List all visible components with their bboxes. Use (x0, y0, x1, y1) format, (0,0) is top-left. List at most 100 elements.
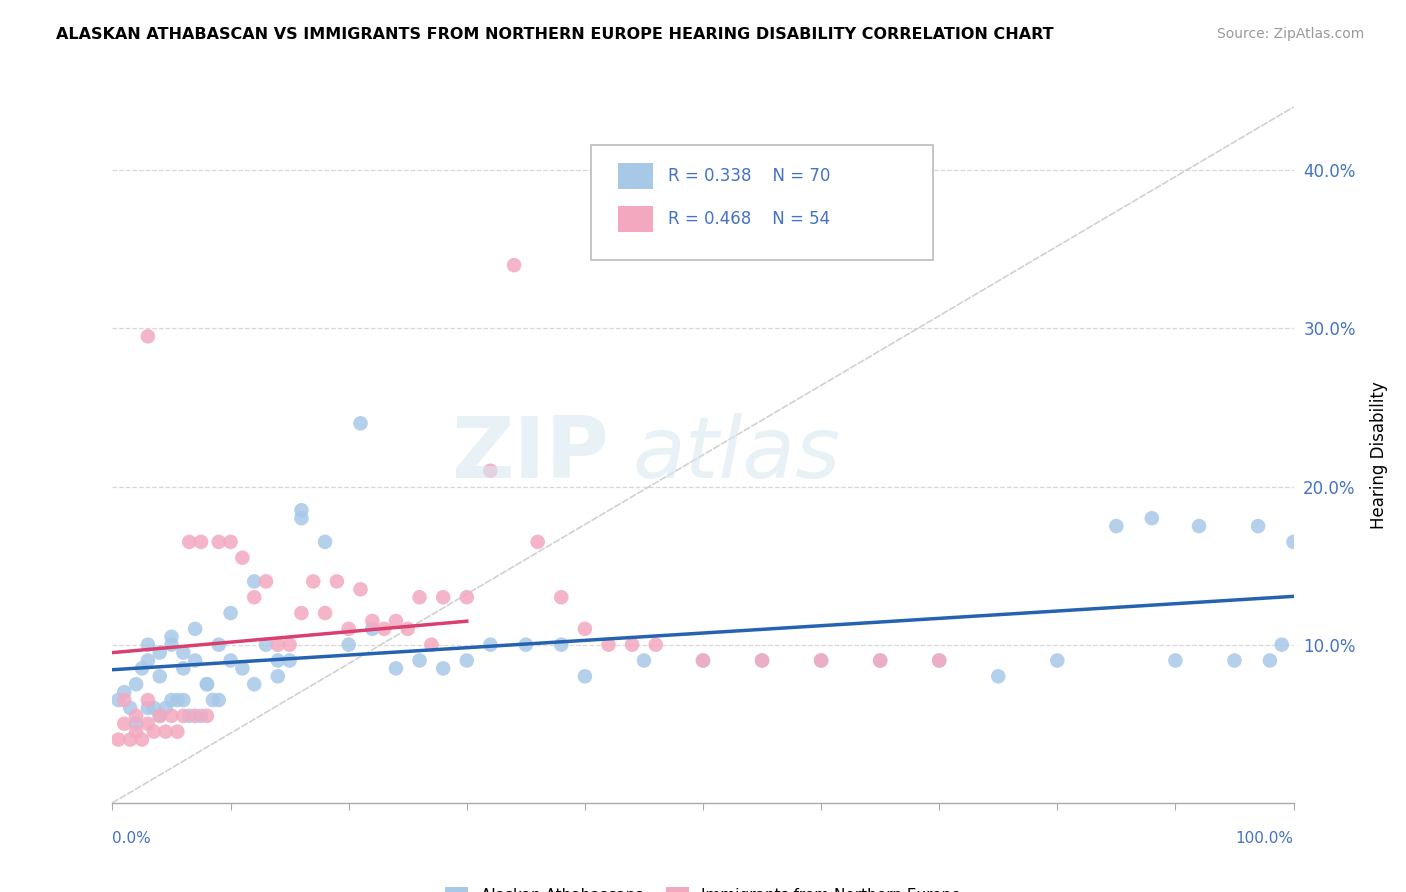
Point (928, 653, 950, 667)
Point (160, 630, 183, 644)
Text: 0.0%: 0.0% (112, 831, 152, 846)
Point (598, 638, 620, 652)
Point (231, 661, 253, 675)
Point (385, 614, 408, 628)
Point (131, 732, 153, 747)
Point (208, 638, 231, 652)
Point (179, 534, 201, 549)
Point (179, 708, 201, 723)
Legend: Alaskan Athabascans, Immigrants from Northern Europe: Alaskan Athabascans, Immigrants from Nor… (446, 887, 960, 892)
Point (751, 653, 773, 667)
Point (810, 653, 832, 667)
Point (1046, 653, 1069, 667)
Point (136, 716, 159, 731)
Y-axis label: Hearing Disability: Hearing Disability (1369, 381, 1388, 529)
Point (107, 732, 129, 747)
Point (208, 693, 231, 707)
Text: ZIP: ZIP (451, 413, 609, 497)
Point (136, 638, 159, 652)
Text: Source: ZipAtlas.com: Source: ZipAtlas.com (1216, 27, 1364, 41)
Point (195, 677, 218, 691)
Point (254, 638, 277, 652)
Text: atlas: atlas (633, 413, 841, 497)
Point (1105, 519, 1128, 533)
Point (361, 614, 384, 628)
Point (290, 606, 312, 620)
Point (869, 653, 891, 667)
Point (112, 693, 135, 707)
Point (254, 574, 277, 589)
Point (267, 638, 290, 652)
Point (125, 724, 148, 739)
Text: R = 0.338    N = 70: R = 0.338 N = 70 (668, 167, 830, 185)
Point (479, 638, 502, 652)
Point (361, 622, 384, 636)
Point (267, 669, 290, 683)
Point (1247, 519, 1270, 533)
Point (302, 574, 325, 589)
Point (633, 653, 655, 667)
Point (149, 708, 172, 723)
Point (1282, 534, 1305, 549)
Point (385, 661, 408, 675)
Point (267, 653, 290, 667)
Point (420, 638, 443, 652)
Point (810, 653, 832, 667)
Point (190, 708, 212, 723)
Point (1140, 511, 1163, 525)
Point (408, 653, 430, 667)
Point (172, 646, 194, 660)
Point (172, 661, 194, 675)
Point (1164, 653, 1187, 667)
Point (219, 653, 242, 667)
Point (184, 622, 207, 636)
Point (107, 693, 129, 707)
Point (172, 708, 194, 723)
Point (314, 534, 336, 549)
Point (644, 638, 666, 652)
Point (172, 693, 194, 707)
Point (574, 622, 596, 636)
Point (550, 638, 572, 652)
Text: R = 0.468    N = 54: R = 0.468 N = 54 (668, 210, 830, 228)
Point (149, 646, 172, 660)
Point (243, 591, 266, 605)
Point (1258, 653, 1281, 667)
Point (160, 693, 183, 707)
Point (195, 708, 218, 723)
Point (201, 693, 224, 707)
Point (184, 653, 207, 667)
Point (278, 638, 301, 652)
Point (243, 677, 266, 691)
Point (515, 638, 537, 652)
Point (155, 724, 177, 739)
Point (219, 534, 242, 549)
Point (184, 708, 207, 723)
Point (155, 701, 177, 715)
Point (373, 622, 395, 636)
Point (136, 329, 159, 343)
Point (149, 669, 172, 683)
Point (503, 258, 526, 272)
Point (125, 677, 148, 691)
Point (120, 732, 142, 747)
Point (290, 511, 312, 525)
Point (408, 591, 430, 605)
Point (1271, 638, 1294, 652)
Point (120, 701, 142, 715)
Point (574, 669, 596, 683)
Point (160, 638, 183, 652)
Point (479, 464, 502, 478)
Point (456, 653, 478, 667)
Point (231, 550, 253, 565)
Point (928, 653, 950, 667)
Point (396, 622, 419, 636)
Point (112, 685, 135, 699)
Point (166, 693, 188, 707)
Point (290, 503, 312, 517)
Point (195, 677, 218, 691)
Point (692, 653, 714, 667)
Point (243, 574, 266, 589)
Point (125, 716, 148, 731)
Point (550, 591, 572, 605)
